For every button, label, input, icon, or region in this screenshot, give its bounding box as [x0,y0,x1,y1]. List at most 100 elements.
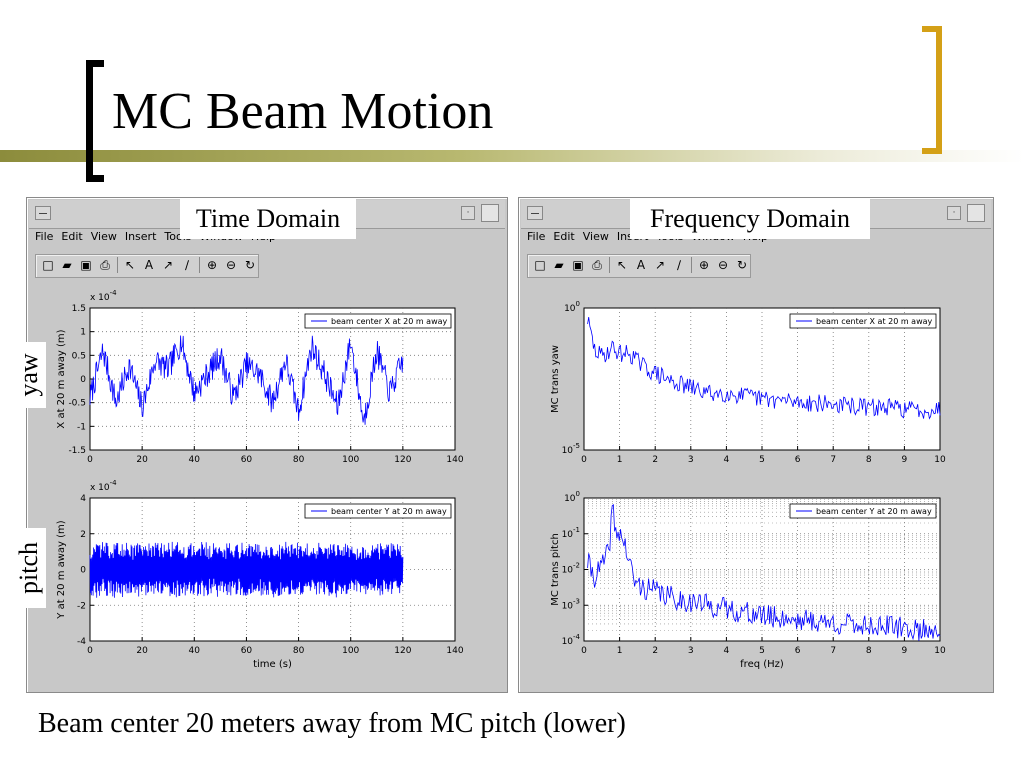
rotate-icon[interactable]: ↻ [244,258,256,272]
legend-label: beam center X at 20 m away [816,317,933,326]
y-tick-label: -1 [77,422,86,432]
save-icon[interactable]: ▣ [80,258,92,272]
x-tick-label: 9 [902,646,908,656]
menu-item-edit[interactable]: Edit [553,230,575,243]
data-series-line [89,541,404,598]
window-menu-button[interactable] [527,206,543,220]
window-menu-button[interactable] [35,206,51,220]
rotate-icon[interactable]: ↻ [736,258,748,272]
new-file-icon[interactable]: □ [42,258,54,272]
y-tick-label: 0 [80,375,86,385]
x-tick-label: 0 [581,455,587,465]
menu-item-view[interactable]: View [582,230,609,243]
x-tick-label: 1 [617,455,623,465]
zoom-in-icon[interactable]: ⊕ [698,258,710,272]
menu-item-file[interactable]: File [35,230,54,243]
y-tick-label: 100 [564,490,580,504]
yaw-side-label: yaw [12,342,46,408]
menu-item-view[interactable]: View [90,230,117,243]
save-icon[interactable]: ▣ [572,258,584,272]
axis-exponent-label: x 10-4 [90,289,117,303]
x-tick-label: 9 [902,455,908,465]
zoom-in-icon[interactable]: ⊕ [206,258,218,272]
arrow-icon[interactable]: ↗ [162,258,174,272]
zoom-out-icon[interactable]: ⊖ [225,258,237,272]
y-axis-label: X at 20 m away (m) [56,329,67,428]
legend-box [304,503,452,519]
x-tick-label: 0 [87,646,93,656]
x-tick-label: 60 [241,646,253,656]
menu-item-file[interactable]: File [527,230,546,243]
legend-label: beam center Y at 20 m away [816,507,932,516]
axis-exponent-label: x 10-4 [90,479,117,493]
toolbar-separator [199,257,200,273]
minimize-button[interactable]: · [461,206,475,220]
x-tick-label: 100 [342,646,359,656]
toolbar-separator [609,257,610,273]
x-tick-label: 10 [934,455,946,465]
maximize-button[interactable] [481,204,499,222]
time-domain-header: Time Domain [180,199,356,239]
data-series-line [89,335,404,425]
line-icon[interactable]: ∕ [676,258,682,272]
maximize-button[interactable] [967,204,985,222]
arrow-icon[interactable]: ↗ [654,258,666,272]
x-tick-label: 7 [830,455,836,465]
x-tick-label: 0 [581,646,587,656]
x-tick-label: 0 [87,455,93,465]
y-tick-label: 10-5 [562,442,580,456]
x-axis-label: time (s) [253,659,292,670]
print-icon[interactable]: ⎙ [592,258,602,272]
menu-item-edit[interactable]: Edit [61,230,83,243]
y-tick-label: 1.5 [72,304,86,314]
y-tick-label: 1 [80,328,86,338]
x-tick-label: 2 [652,646,658,656]
slide-caption: Beam center 20 meters away from MC pitch… [38,708,626,739]
x-tick-label: 4 [724,646,730,656]
y-tick-label: 10-2 [562,562,580,576]
legend-box [789,313,937,329]
x-tick-label: 2 [652,455,658,465]
legend-label: beam center X at 20 m away [331,317,448,326]
y-axis-label: MC trans yaw [550,345,561,413]
x-tick-label: 8 [866,455,872,465]
x-tick-label: 40 [189,455,201,465]
y-tick-label: -2 [77,601,86,611]
y-tick-label: 10-4 [562,633,581,647]
minimize-button[interactable]: · [947,206,961,220]
y-tick-label: 100 [564,300,580,314]
x-tick-label: 20 [136,646,148,656]
text-icon[interactable]: A [636,258,646,272]
y-axis-label: Y at 20 m away (m) [56,520,67,620]
x-tick-label: 100 [342,455,359,465]
title-underline-band [0,150,1024,162]
plot-axes [89,307,456,451]
pitch-side-label: pitch [12,528,46,608]
line-icon[interactable]: ∕ [184,258,190,272]
plot-axes [583,307,941,451]
x-tick-label: 4 [724,455,730,465]
new-file-icon[interactable]: □ [534,258,546,272]
print-icon[interactable]: ⎙ [100,258,110,272]
y-tick-label: 2 [80,530,86,540]
select-arrow-icon[interactable]: ↖ [124,258,136,272]
yaw-label: yaw [14,353,43,397]
figure-toolbar: □ ▰ ▣ ⎙ ↖ A ↗ ∕ ⊕ ⊖ ↻ [35,254,259,278]
y-tick-label: 0 [80,566,86,576]
zoom-out-icon[interactable]: ⊖ [717,258,729,272]
slide-title: MC Beam Motion [112,83,494,140]
x-tick-label: 120 [394,646,411,656]
menu-item-insert[interactable]: Insert [124,230,157,243]
select-arrow-icon[interactable]: ↖ [616,258,628,272]
open-folder-icon[interactable]: ▰ [62,258,72,272]
x-tick-label: 80 [293,646,305,656]
x-tick-label: 80 [293,455,305,465]
y-tick-label: 4 [80,494,86,504]
x-tick-label: 140 [446,455,463,465]
open-folder-icon[interactable]: ▰ [554,258,564,272]
y-axis-label: MC trans pitch [550,533,561,606]
y-tick-label: -0.5 [68,399,86,409]
text-icon[interactable]: A [144,258,154,272]
legend-label: beam center Y at 20 m away [331,507,447,516]
x-tick-label: 120 [394,455,411,465]
